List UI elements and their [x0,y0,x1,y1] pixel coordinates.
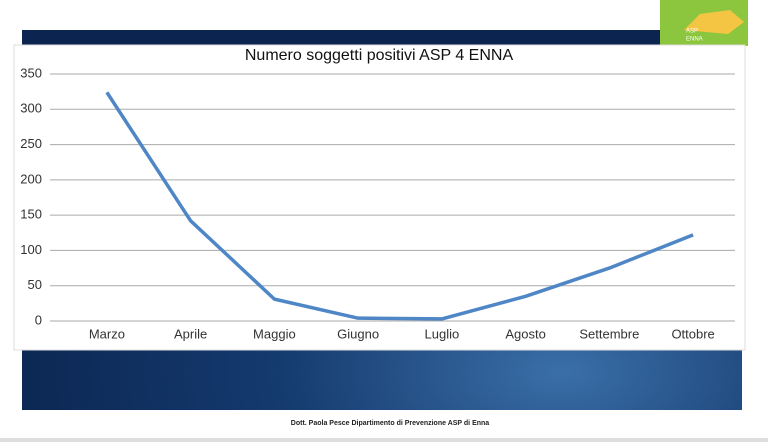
y-tick-label: 350 [20,65,42,80]
x-tick-label: Marzo [89,326,125,341]
y-tick-label: 150 [20,207,42,222]
y-tick-label: 250 [20,136,42,151]
x-tick-label: Maggio [253,326,296,341]
y-tick-label: 100 [20,242,42,257]
x-tick-label: Agosto [505,326,545,341]
chart-title: Numero soggetti positivi ASP 4 ENNA [245,47,514,64]
y-tick-label: 300 [20,101,42,116]
y-tick-label: 0 [35,312,42,327]
x-tick-label: Luglio [425,326,460,341]
footer: Dott. Paola Pesce Dipartimento di Preven… [291,420,489,427]
logo-text: ASP [686,29,698,35]
logo-text: ENNA [686,37,703,43]
line [105,91,694,321]
x-tick-label: Giugno [337,326,379,341]
x-tick-label: Settembre [579,326,639,341]
y-tick-label: 50 [28,277,42,292]
x-tick-label: Aprile [174,326,207,341]
chart-panel [13,44,746,351]
x-tick-label: Ottobre [671,326,714,341]
logo-map [684,10,744,34]
y-tick-label: 200 [20,171,42,186]
